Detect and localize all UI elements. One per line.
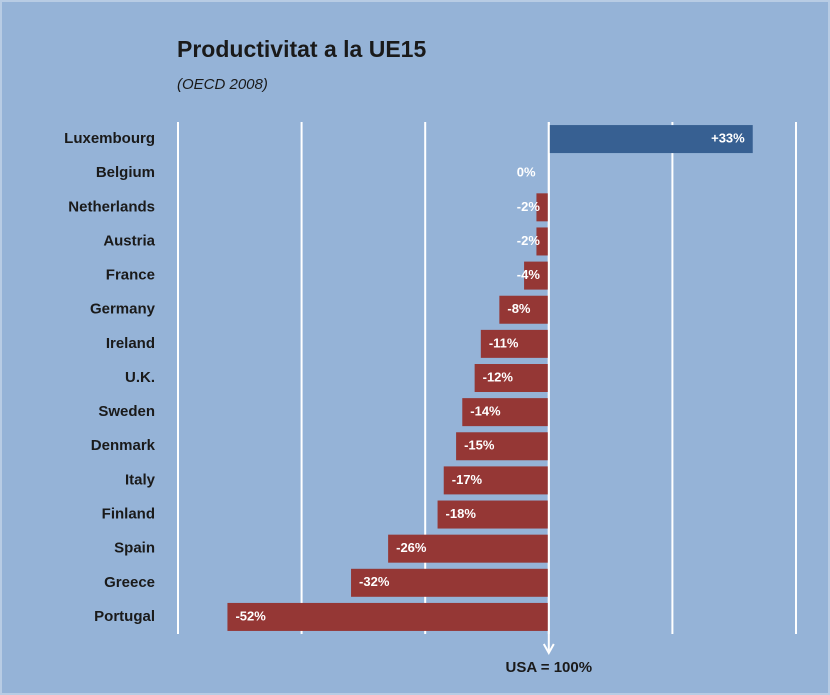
- y-tick-label: Denmark: [91, 437, 156, 454]
- y-tick-label: Spain: [114, 540, 155, 557]
- y-tick-label: France: [106, 267, 155, 284]
- data-label: -18%: [446, 506, 477, 521]
- data-label: +33%: [711, 131, 745, 146]
- bar: [474, 364, 549, 392]
- bar: [443, 466, 549, 495]
- chart-title: Productivitat a la UE15: [177, 36, 426, 62]
- bar: [351, 568, 549, 597]
- y-tick-label: Austria: [103, 232, 155, 249]
- chart-subtitle: (OECD 2008): [177, 76, 268, 93]
- data-label: -2%: [517, 233, 541, 248]
- y-tick-label: Netherlands: [68, 198, 155, 215]
- bar: [536, 227, 549, 256]
- bar: [462, 398, 549, 427]
- data-label: -8%: [507, 301, 531, 316]
- bar: [548, 125, 753, 154]
- y-tick-label: Luxembourg: [64, 130, 155, 147]
- bar: [437, 500, 549, 529]
- y-tick-label: Germany: [90, 301, 156, 318]
- y-tick-label: Greece: [104, 574, 155, 591]
- data-label: -4%: [517, 267, 541, 282]
- y-tick-label: Ireland: [106, 335, 155, 352]
- axis-arrow: [542, 643, 555, 656]
- bar: [227, 602, 549, 631]
- bar: [499, 295, 549, 324]
- y-tick-label: Finland: [102, 506, 155, 523]
- bar: [536, 193, 549, 222]
- data-label: -12%: [483, 369, 514, 384]
- data-label: -17%: [452, 472, 483, 487]
- y-tick-label: Belgium: [96, 164, 155, 181]
- bar: [524, 261, 549, 290]
- data-label: -14%: [470, 404, 501, 419]
- data-label: -11%: [489, 335, 519, 350]
- annotation: USA = 100%: [506, 659, 593, 676]
- data-label: -2%: [517, 199, 541, 214]
- bar: [480, 329, 549, 358]
- y-tick-label: Sweden: [98, 403, 155, 420]
- y-tick-label: Portugal: [94, 608, 155, 625]
- bar: [456, 432, 549, 461]
- data-label: -52%: [235, 608, 266, 623]
- data-label: -32%: [359, 574, 390, 589]
- data-label: -15%: [464, 438, 495, 453]
- y-tick-label: Italy: [125, 471, 156, 488]
- y-tick-label: U.K.: [125, 369, 155, 386]
- data-label: 0%: [517, 165, 536, 180]
- bar: [388, 534, 549, 563]
- data-label: -26%: [396, 540, 427, 555]
